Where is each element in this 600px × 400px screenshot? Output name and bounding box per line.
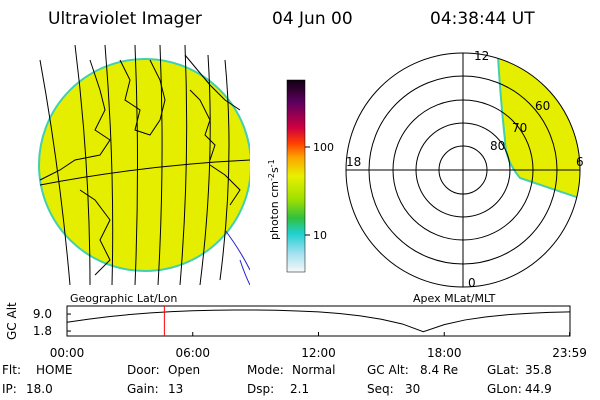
globe	[38, 45, 250, 285]
colorbar-tick: 10	[313, 229, 327, 242]
lat-label: 60	[535, 99, 550, 113]
status-label: GLat:	[487, 363, 519, 377]
status-label: Mode:	[247, 363, 284, 377]
x-tick-label: 06:00	[175, 346, 210, 360]
altitude-line	[66, 309, 571, 333]
status-value: 2.1	[290, 382, 309, 396]
mlt-label: 6	[576, 155, 584, 169]
time: 04:38:44 UT	[430, 9, 535, 29]
mlt-label: 0	[468, 276, 476, 290]
polar-label: Apex MLat/MLT	[413, 292, 496, 305]
status-value: 44.9	[525, 382, 552, 396]
colorbar-label: photon cm-2s-1	[267, 159, 281, 240]
status-value: 8.4 Re	[420, 363, 458, 377]
y-tick-label: 9.0	[33, 307, 52, 321]
x-tick-label: 23:59	[552, 346, 587, 360]
status-value: 35.8	[525, 363, 552, 377]
altitude-plot: 9.0 1.8 00:00 06:00 12:00 18:00 23:59	[33, 306, 587, 360]
x-tick-label: 00:00	[50, 346, 85, 360]
colorbar-ticks	[305, 146, 310, 236]
status-label: Dsp:	[247, 382, 274, 396]
status-value: 13	[168, 382, 183, 396]
title: Ultraviolet Imager	[48, 9, 202, 29]
status-panel: Flt: HOME Door: Open Mode: Normal GC Alt: 8.4 R…	[2, 363, 552, 396]
status-label: IP:	[2, 382, 17, 396]
status-label: GC Alt:	[367, 363, 409, 377]
lat-label: 80	[490, 139, 505, 153]
polar-plot	[345, 52, 581, 288]
status-value: 30	[405, 382, 420, 396]
status-label: Door:	[127, 363, 160, 377]
y-axis-label: GC Alt	[5, 302, 19, 340]
status-label: Gain:	[127, 382, 159, 396]
status-label: GLon:	[487, 382, 522, 396]
status-label: Flt:	[2, 363, 21, 377]
unit: photon cm	[268, 181, 281, 240]
lat-label: 70	[512, 121, 527, 135]
colorbar	[286, 79, 306, 273]
status-value: Open	[168, 363, 200, 377]
plot-frame	[66, 305, 571, 337]
geo-label: Geographic Lat/Lon	[70, 292, 177, 305]
status-value: HOME	[36, 363, 72, 377]
unit: s	[268, 167, 281, 173]
y-tick-label: 1.8	[33, 324, 52, 338]
unit-exp: -2	[267, 173, 276, 181]
unit-exp: -1	[267, 159, 276, 167]
date: 04 Jun 00	[272, 9, 353, 29]
mlt-label: 18	[346, 155, 361, 169]
x-tick-label: 18:00	[427, 346, 462, 360]
colorbar-tick: 100	[313, 141, 334, 154]
status-label: Seq:	[367, 382, 394, 396]
mlt-label: 12	[474, 49, 489, 63]
status-value: Normal	[292, 363, 335, 377]
status-value: 18.0	[26, 382, 53, 396]
x-tick-label: 12:00	[301, 346, 336, 360]
